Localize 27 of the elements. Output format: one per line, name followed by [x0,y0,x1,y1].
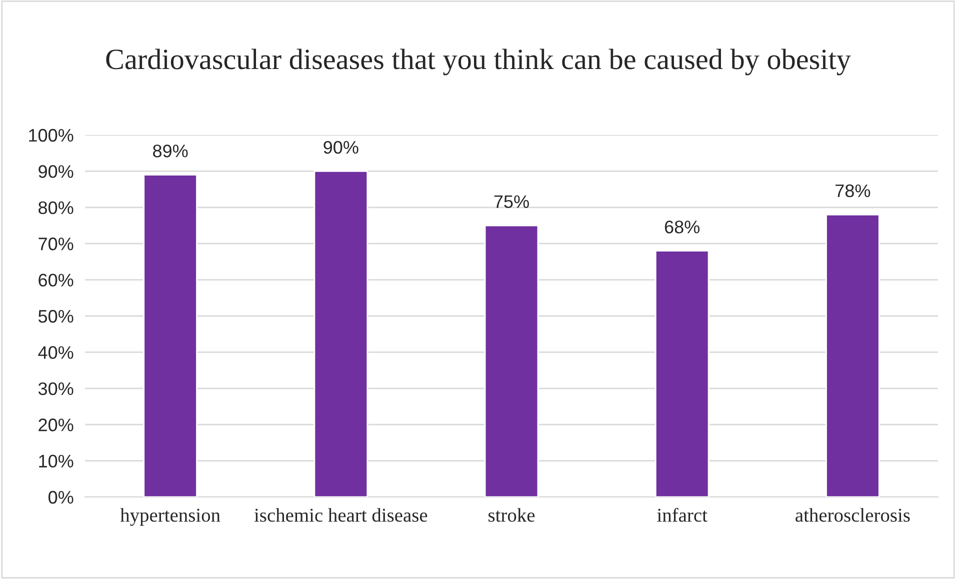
data-label: 89% [153,144,188,158]
bar [484,224,539,497]
chart-title: Cardiovascular diseases that you think can be caused by obesity [106,48,851,76]
x-tick-label: ischemic heart disease [254,508,428,522]
x-tick-label: infarct [657,508,708,522]
data-label: 75% [494,195,529,208]
y-tick-label: 40% [38,346,74,359]
x-tick-label: atherosclerosis [796,508,910,522]
x-tick-label: stroke [488,508,535,522]
y-tick-label: 30% [38,382,74,396]
y-tick-label: 60% [38,274,74,287]
bar [143,174,198,497]
bar [826,214,880,497]
y-tick-label: 80% [38,201,74,214]
bar [314,170,368,497]
data-label: 90% [324,140,358,154]
y-tick-label: 20% [38,418,74,432]
bar [654,250,710,497]
data-label: 68% [664,220,700,234]
y-tick-label: 10% [39,454,74,468]
y-tick-label: 0% [48,490,74,504]
x-tick-label: hypertension [120,508,220,526]
y-tick-label: 90% [38,165,74,178]
data-label: 78% [836,184,870,198]
y-tick-label: 70% [38,238,74,250]
y-tick-label: 100% [29,128,74,142]
y-tick-label: 50% [38,310,74,323]
